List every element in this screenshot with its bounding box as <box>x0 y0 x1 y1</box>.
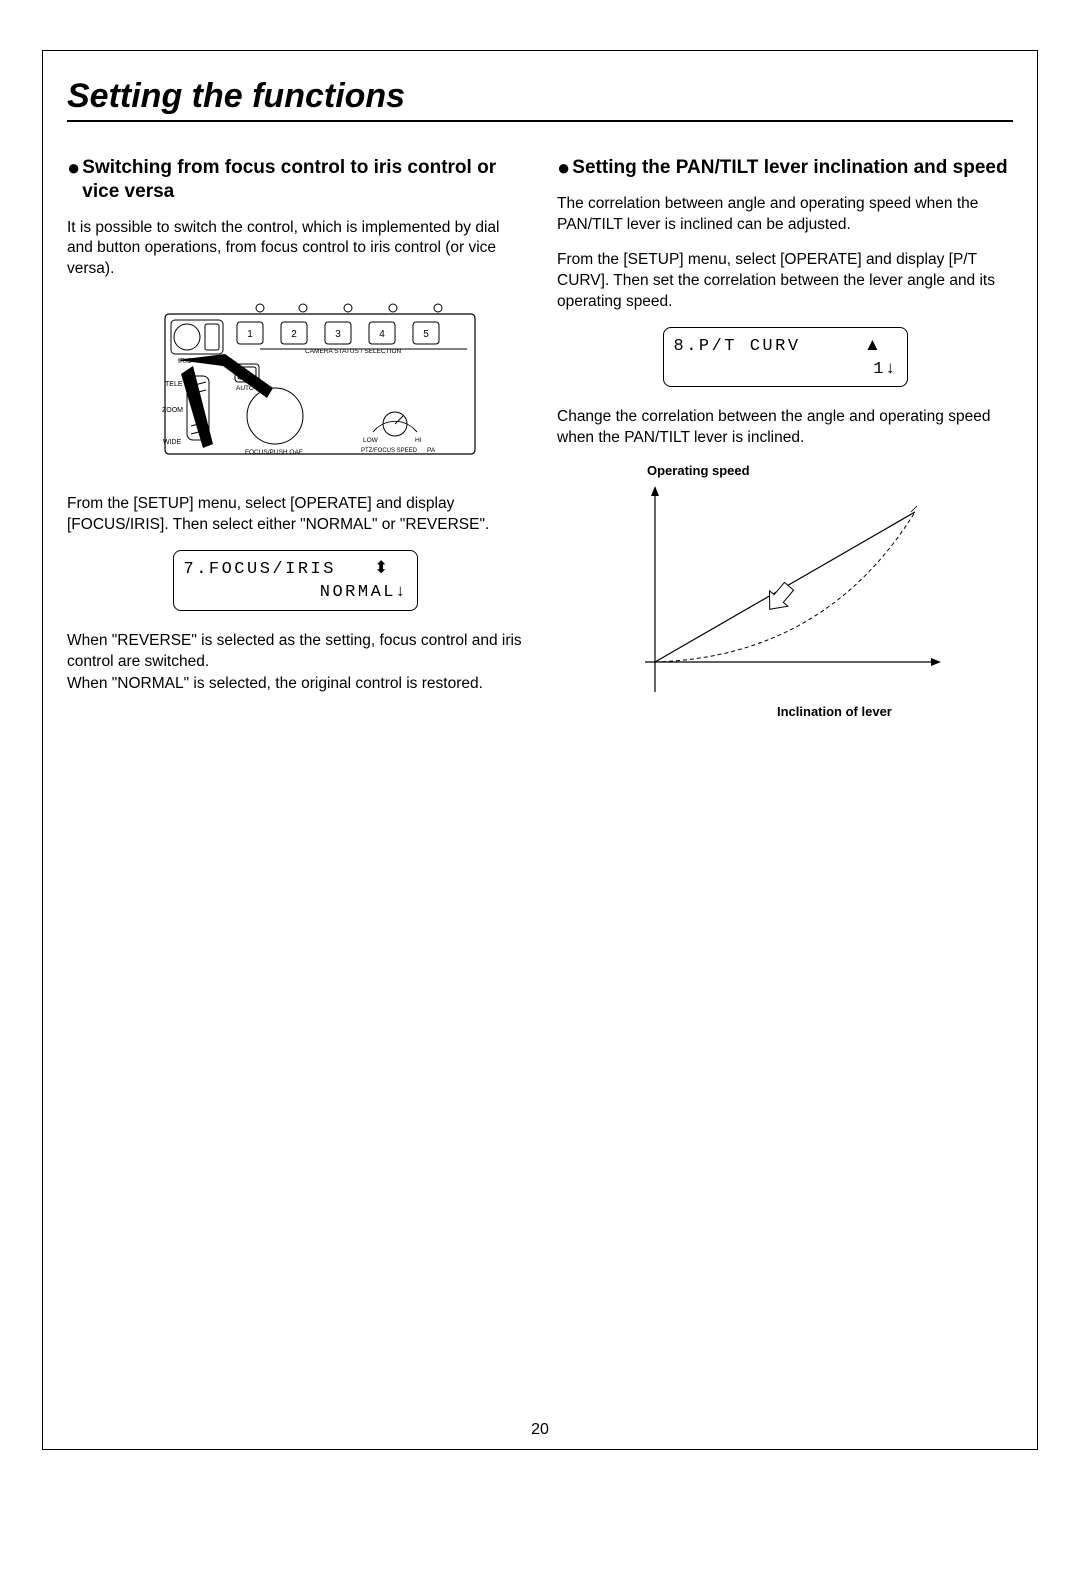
focus-iris-menu-box: 7.FOCUS/IRIS ⬍ NORMAL↓ <box>173 550 418 611</box>
svg-text:FOCUS/PUSH OAF: FOCUS/PUSH OAF <box>245 449 303 456</box>
left-heading: ● Switching from focus control to iris c… <box>67 156 523 204</box>
left-para4: When "NORMAL" is selected, the original … <box>67 674 523 695</box>
svg-text:TELE: TELE <box>165 381 183 388</box>
svg-text:LOW: LOW <box>363 437 379 444</box>
svg-text:2: 2 <box>291 329 297 340</box>
speed-curve-graph <box>625 482 945 702</box>
pt-curv-menu-box: 8.P/T CURV ▲ 1↓ <box>663 327 908 388</box>
right-para2: From the [SETUP] menu, select [OPERATE] … <box>557 250 1013 313</box>
right-heading-text: Setting the PAN/TILT lever inclination a… <box>572 156 1007 180</box>
svg-text:5: 5 <box>423 329 429 340</box>
right-para1: The correlation between angle and operat… <box>557 194 1013 236</box>
menu-line1: 8.P/T CURV ▲ <box>674 334 897 357</box>
left-para3: When "REVERSE" is selected as the settin… <box>67 631 523 673</box>
right-para3: Change the correlation between the angle… <box>557 407 1013 449</box>
menu-line1: 7.FOCUS/IRIS ⬍ <box>184 557 407 580</box>
left-heading-text: Switching from focus control to iris con… <box>82 156 523 204</box>
menu-line2: NORMAL↓ <box>184 580 407 603</box>
menu-line2: 1↓ <box>674 357 897 380</box>
right-heading: ● Setting the PAN/TILT lever inclination… <box>557 156 1013 180</box>
svg-text:PTZ/FOCUS SPEED: PTZ/FOCUS SPEED <box>361 448 418 454</box>
svg-text:1: 1 <box>247 329 253 340</box>
columns: ● Switching from focus control to iris c… <box>67 156 1013 719</box>
svg-text:CAMERA STATUS / SELECTION: CAMERA STATUS / SELECTION <box>305 348 401 355</box>
svg-text:HI: HI <box>415 437 422 444</box>
bullet-icon: ● <box>557 156 570 180</box>
graph-y-label: Operating speed <box>647 463 1013 478</box>
down-arrow-icon: ↓ <box>886 358 895 377</box>
updown-arrow-icon: ⬍ <box>374 558 388 577</box>
svg-text:ZOOM: ZOOM <box>162 407 183 414</box>
svg-text:4: 4 <box>379 329 385 340</box>
page-title: Setting the functions <box>67 77 1013 122</box>
svg-text:3: 3 <box>335 329 341 340</box>
left-para1: It is possible to switch the control, wh… <box>67 218 523 281</box>
svg-text:PA: PA <box>427 447 436 454</box>
left-column: ● Switching from focus control to iris c… <box>67 156 523 719</box>
right-column: ● Setting the PAN/TILT lever inclination… <box>557 156 1013 719</box>
down-arrow-icon: ↓ <box>396 581 405 600</box>
up-arrow-icon: ▲ <box>864 335 881 354</box>
bullet-icon: ● <box>67 156 80 180</box>
page-frame: Setting the functions ● Switching from f… <box>42 50 1038 1450</box>
page-number: 20 <box>43 1421 1037 1439</box>
left-para2: From the [SETUP] menu, select [OPERATE] … <box>67 494 523 536</box>
graph-x-label: Inclination of lever <box>777 704 1013 719</box>
svg-text:WIDE: WIDE <box>163 439 182 446</box>
control-panel-diagram: IRIS AUTO CAMERA STATUS / SELECTION 1 2 … <box>105 294 485 474</box>
